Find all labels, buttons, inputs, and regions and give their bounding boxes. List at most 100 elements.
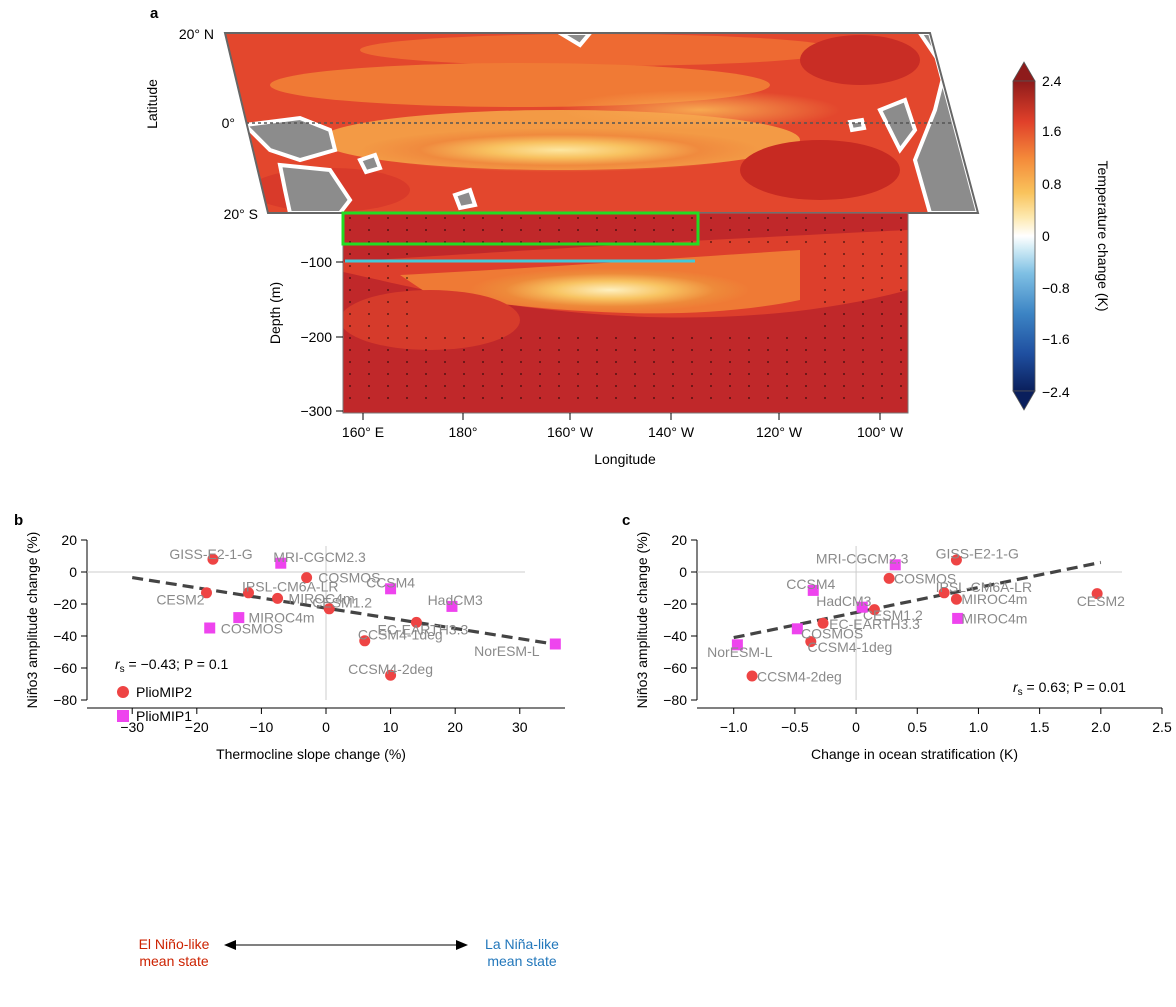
x-tick-label: 2.0 (1091, 719, 1111, 735)
panel-label-b: b (14, 512, 23, 529)
data-point (201, 587, 212, 599)
data-point (446, 600, 458, 612)
data-point (385, 669, 397, 681)
data-point (952, 612, 964, 624)
colorbar-tick: 1.6 (1042, 123, 1062, 139)
lat-tick: 20° S (224, 206, 258, 222)
arrow-head-left (224, 940, 236, 950)
data-point (746, 670, 758, 682)
x-tick-label: −20 (185, 719, 209, 735)
point-label: IPSL-CM6A-LR (242, 578, 338, 594)
colorbar-tick: −2.4 (1042, 384, 1070, 400)
legend-label: PlioMIP2 (136, 684, 192, 700)
point-label: MIROC4m (248, 610, 314, 626)
data-point (207, 553, 219, 565)
panel-a: a (144, 5, 1111, 467)
y-tick-label: −40 (663, 628, 687, 644)
point-label: GISS-E2-1-G (169, 546, 252, 562)
data-point (883, 572, 895, 584)
y-tick-label: 0 (69, 564, 77, 580)
y-tick-label: 0 (679, 564, 687, 580)
depth-tick: −300 (300, 403, 332, 419)
x-tick-label: −30 (120, 719, 144, 735)
data-point (410, 616, 422, 628)
annotation-right: La Niña-like (485, 936, 559, 952)
regression-line (131, 576, 559, 647)
data-point (204, 622, 216, 634)
lat-tick: 20° N (179, 26, 214, 42)
point-label: CCSM4 (786, 576, 835, 592)
stats-text: rs = 0.63; P = 0.01 (1013, 679, 1126, 698)
depth-section (341, 211, 909, 414)
point-label: NorESM-L (707, 644, 773, 660)
x-tick-label: 2.5 (1152, 719, 1172, 735)
x-tick-label: 0 (322, 719, 330, 735)
x-tick-label: −10 (250, 719, 274, 735)
data-point (889, 559, 901, 571)
lat-tick: 0° (222, 115, 235, 131)
data-point (817, 617, 829, 629)
colorbar-tick: 2.4 (1042, 73, 1062, 89)
x-tick-label: 20 (447, 719, 463, 735)
colorbar-tick: 0 (1042, 228, 1050, 244)
point-label: CESM1.2 (312, 594, 372, 610)
data-point (791, 623, 803, 635)
point-label: HadCM3 (816, 593, 871, 609)
colorbar-tick: 0.8 (1042, 176, 1062, 192)
x-tick-label: 1.5 (1030, 719, 1050, 735)
colorbar: 2.4 1.6 0.8 0 −0.8 −1.6 −2.4 Temperature… (1012, 61, 1111, 411)
legend-marker-pliomip2 (117, 686, 129, 698)
data-point (856, 601, 868, 613)
y-tick-label: −60 (53, 660, 77, 676)
y-tick-label: −20 (53, 596, 77, 612)
depth-label: Depth (m) (267, 282, 283, 344)
y-tick-label: −20 (663, 596, 687, 612)
point-label: CESM2 (156, 592, 204, 608)
x-tick-label: 30 (512, 719, 528, 735)
depth-tick: −200 (300, 329, 332, 345)
panel-c: c 20 0 −20 −40 −60 −80 −1.0 −0.5 0 0.5 1.0 1.5 2.0 2.… (622, 512, 1172, 762)
y-axis-label: Niño3 amplitude change (%) (24, 532, 40, 709)
data-point (385, 583, 397, 595)
x-tick-label: 0.5 (908, 719, 928, 735)
point-label: CCSM4 (366, 574, 415, 590)
point-label: EC-EARTH3.3 (829, 616, 920, 632)
x-tick-label: 10 (383, 719, 399, 735)
data-point (359, 635, 371, 647)
point-label: CCSM4-1deg (808, 639, 893, 655)
significance-dots (349, 217, 902, 399)
point-label: MRI-CGCM2.3 (273, 549, 366, 565)
depth-tick: −100 (300, 254, 332, 270)
data-point (731, 639, 743, 651)
data-point (275, 557, 287, 569)
point-label: CESM1.2 (863, 607, 923, 623)
sst-map (223, 32, 980, 214)
y-tick-label: 20 (61, 532, 77, 548)
lon-tick: 120° W (756, 424, 803, 440)
point-label: MIROC4m (961, 591, 1027, 607)
lon-tick: 180° (449, 424, 478, 440)
lon-tick: 160° E (342, 424, 384, 440)
point-label: MRI-CGCM2.3 (816, 550, 909, 566)
regression-line (733, 560, 1102, 640)
x-axis-label: Thermocline slope change (%) (216, 746, 406, 762)
x-axis-label: Change in ocean stratification (K) (811, 746, 1018, 762)
point-label: CCSM4-2deg (348, 661, 433, 677)
panel-label-a: a (150, 5, 159, 22)
lon-label: Longitude (594, 451, 656, 467)
x-tick-label: 1.0 (969, 719, 989, 735)
x-tick-label: −0.5 (781, 719, 809, 735)
point-label: NorESM-L (474, 643, 540, 659)
lon-tick: 100° W (857, 424, 904, 440)
data-point (950, 593, 962, 605)
data-point (323, 603, 335, 615)
data-point (272, 592, 284, 604)
x-tick-label: 0 (852, 719, 860, 735)
data-point (549, 638, 561, 650)
arrow-head-right (456, 940, 468, 950)
colorbar-tick: −0.8 (1042, 280, 1070, 296)
annotation-left: El Niño-like (139, 936, 210, 952)
data-point (868, 604, 880, 616)
data-point (1091, 588, 1103, 600)
point-label: HadCM3 (428, 592, 483, 608)
